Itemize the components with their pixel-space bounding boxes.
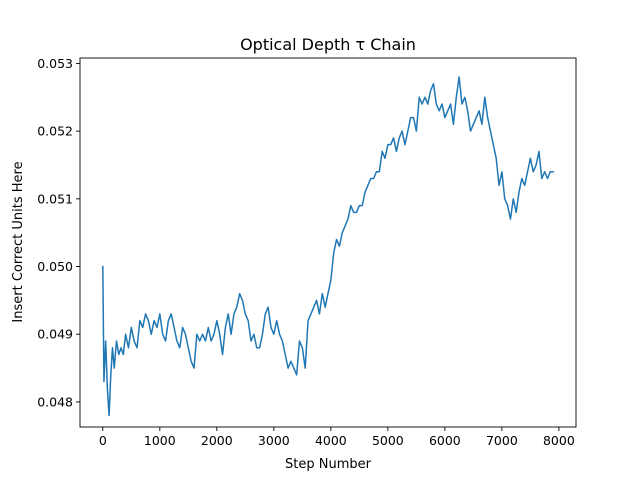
y-tick-label: 0.052 [37,124,73,139]
x-axis-ticks: 0 1000 2000 3000 4000 5000 6000 7000 8000 [99,427,575,448]
x-tick-label: 2000 [201,433,233,448]
x-tick-label: 0 [99,433,107,448]
y-tick-label: 0.049 [37,327,73,342]
x-tick-label: 3000 [258,433,290,448]
x-tick-label: 6000 [429,433,461,448]
x-tick-label: 5000 [372,433,404,448]
series-line [102,76,554,417]
y-tick-label: 0.053 [37,56,73,71]
x-tick-label: 4000 [315,433,347,448]
y-axis-ticks: 0.048 0.049 0.050 0.051 0.052 0.053 [37,56,80,409]
plot-area [80,58,576,427]
x-axis-label: Step Number [285,457,372,472]
x-tick-label: 7000 [486,433,518,448]
y-axis-label: Insert Correct Units Here [11,161,26,322]
y-tick-label: 0.051 [37,191,73,206]
y-tick-label: 0.048 [37,394,73,409]
chart-title: Optical Depth τ Chain [240,35,416,54]
x-tick-label: 8000 [543,433,575,448]
plot-frame [79,57,577,428]
y-tick-label: 0.050 [37,259,73,274]
x-tick-label: 1000 [144,433,176,448]
